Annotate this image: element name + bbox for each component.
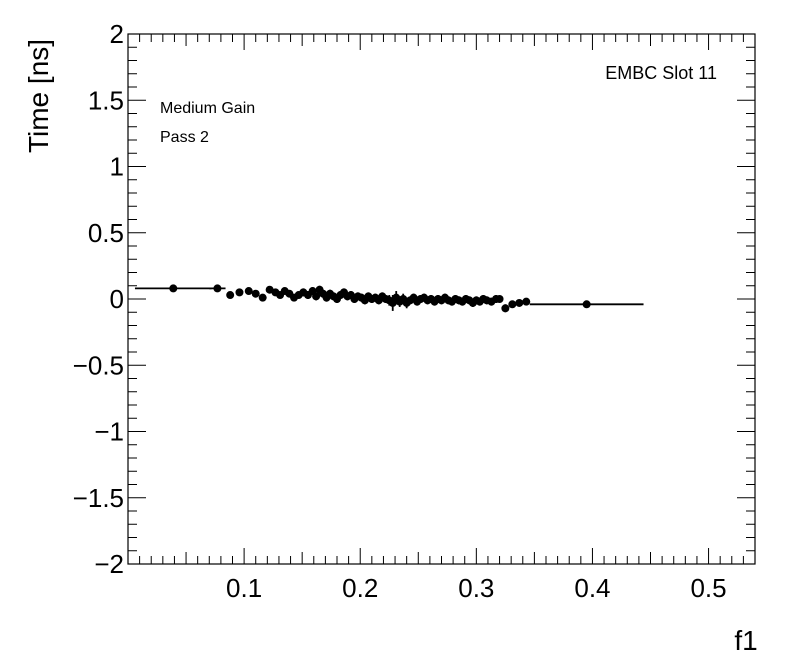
x-tick-label: 0.1 <box>226 573 262 603</box>
y-tick-label: −1.5 <box>73 483 124 513</box>
point-marker <box>522 297 531 306</box>
slot-annotation: EMBC Slot 11 <box>605 63 717 83</box>
point-marker <box>213 284 222 293</box>
data-point <box>312 292 321 301</box>
x-tick-label: 0.3 <box>458 573 494 603</box>
y-tick-label: 0.5 <box>88 218 124 248</box>
point-marker <box>169 284 178 293</box>
data-point <box>529 300 644 309</box>
point-marker <box>251 289 260 298</box>
data-points <box>134 284 644 313</box>
data-point <box>258 293 267 302</box>
y-tick-label: −1 <box>94 417 124 447</box>
data-point <box>244 287 253 296</box>
data-point <box>501 304 510 313</box>
data-point <box>226 291 235 300</box>
data-point <box>508 300 517 309</box>
data-point <box>522 297 531 306</box>
point-marker <box>258 293 267 302</box>
data-point <box>495 295 504 303</box>
point-marker <box>235 288 244 297</box>
x-tick-label: 0.4 <box>574 573 610 603</box>
data-point <box>134 284 212 293</box>
y-tick-label: 1 <box>110 152 124 182</box>
point-marker <box>495 295 504 303</box>
x-tick-label: 0.5 <box>690 573 726 603</box>
y-tick-label: 0 <box>110 284 124 314</box>
point-marker <box>312 292 321 301</box>
pass-annotation: Pass 2 <box>160 129 209 146</box>
x-tick-label: 0.2 <box>342 573 378 603</box>
point-marker <box>226 291 235 300</box>
axis-ticks: 2 1.5 1 0.5 0 −0.5 −1 −1.5 −2 0.1 0.2 0.3 0.4 0.5 <box>73 19 756 603</box>
point-marker <box>515 298 524 307</box>
x-axis-title: f1 <box>734 625 757 656</box>
y-tick-label: 2 <box>110 19 124 49</box>
point-marker <box>501 304 510 313</box>
data-point <box>251 289 260 298</box>
data-point <box>515 298 524 307</box>
y-tick-label: 1.5 <box>88 85 124 115</box>
point-marker <box>244 287 253 296</box>
y-tick-label: −0.5 <box>73 350 124 380</box>
data-point <box>209 284 226 293</box>
y-axis-title: Time [ns] <box>23 39 54 153</box>
point-marker <box>508 300 517 309</box>
data-point <box>235 288 244 297</box>
gain-annotation: Medium Gain <box>160 100 255 117</box>
point-marker <box>582 300 591 309</box>
y-tick-label: −2 <box>94 549 124 579</box>
